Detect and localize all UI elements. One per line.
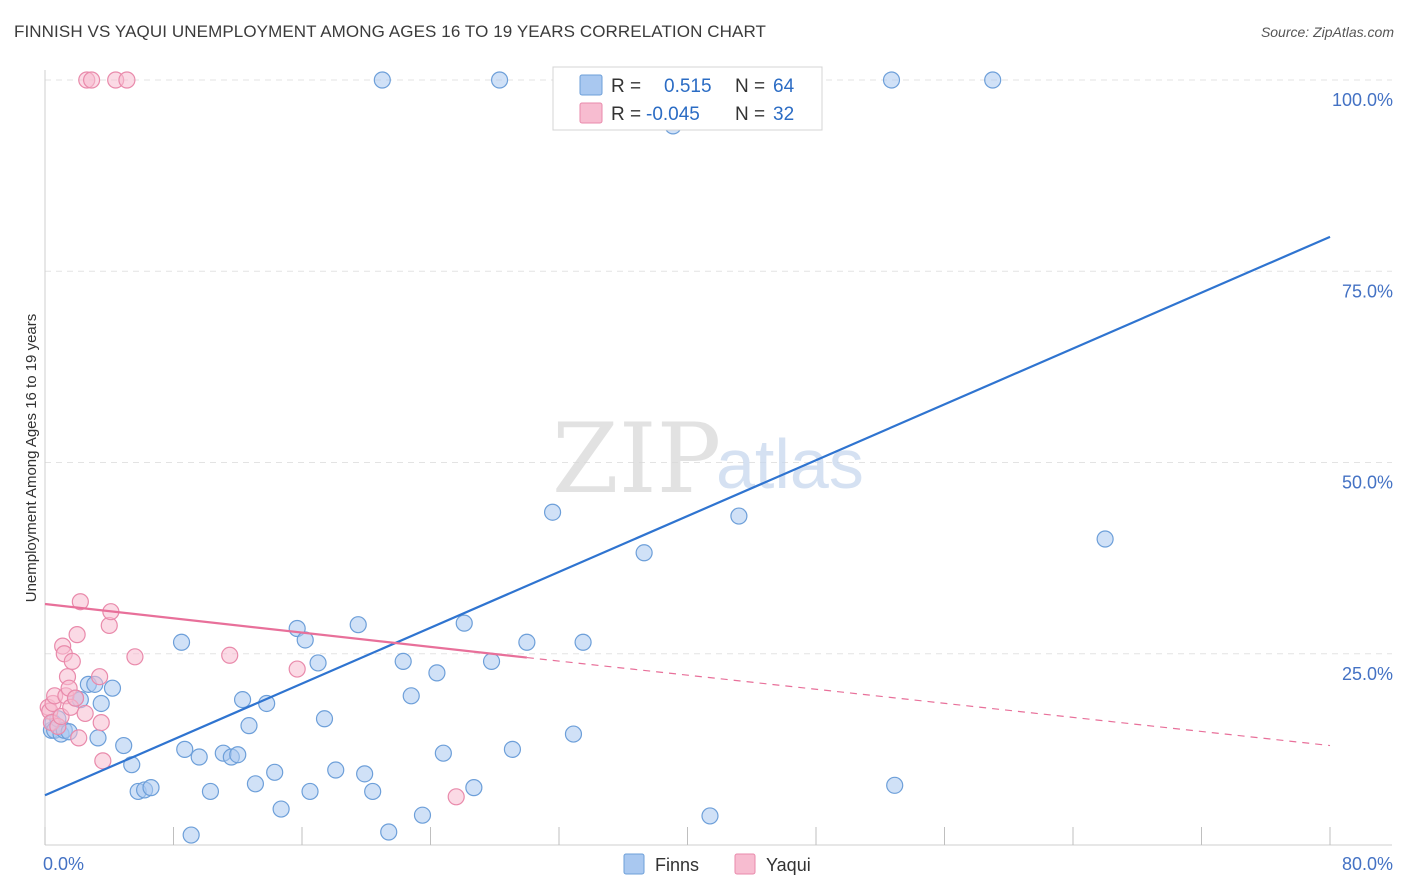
finns-point (182, 826, 200, 844)
y-tick-label: 100.0% (1332, 90, 1393, 110)
yaqui-trend-extension (526, 656, 1331, 747)
finns-point (518, 633, 536, 651)
finns-point (356, 765, 374, 783)
finns-point (730, 507, 748, 525)
finns-point (172, 633, 191, 651)
x-tick-label-max: 80.0% (1342, 854, 1393, 874)
finns-point (428, 664, 446, 682)
yaqui-point (221, 646, 239, 664)
finns-point (465, 779, 483, 797)
yaqui-point (63, 652, 81, 671)
finns-point (394, 652, 412, 671)
finns-point (176, 740, 194, 758)
yaqui-point (70, 729, 88, 747)
finns-point (1096, 530, 1114, 548)
yaqui-point (76, 704, 94, 723)
yaqui-point (126, 648, 144, 666)
bottom-legend-yaqui-label: Yaqui (766, 855, 811, 875)
x-tick-label-min: 0.0% (43, 854, 84, 874)
finns-point (455, 614, 473, 632)
grid-lines (45, 79, 1392, 655)
source-label: Source: ZipAtlas.com (1260, 24, 1394, 40)
finns-point (315, 710, 334, 728)
watermark: ZIP atlas (552, 403, 864, 515)
legend-yaqui-n-label: N = (735, 104, 765, 125)
legend-yaqui-r-label: R = (611, 104, 641, 125)
finns-point (364, 782, 382, 801)
finns-point (574, 633, 592, 651)
finns-point (115, 736, 133, 755)
finns-point (402, 687, 420, 705)
watermark-zip: ZIP (552, 403, 721, 515)
finns-point (543, 503, 562, 521)
finns-point (349, 616, 367, 634)
yaqui-point (447, 788, 465, 806)
yaqui-point (288, 660, 306, 678)
yaqui-point (71, 593, 89, 611)
legend-yaqui-r-value: -0.045 (646, 104, 700, 125)
finns-point (92, 694, 110, 713)
y-tick-labels: 25.0% 50.0% 75.0% 100.0% (1332, 90, 1393, 684)
legend-finns-r-label: R = (611, 76, 641, 97)
yaqui-trend-line (44, 602, 527, 659)
watermark-atlas: atlas (716, 425, 864, 503)
yaqui-point (92, 713, 110, 732)
legend-yaqui-n-value: 32 (773, 104, 794, 125)
bottom-legend-yaqui-swatch (734, 853, 756, 875)
yaqui-point (118, 71, 136, 89)
finns-point (373, 71, 391, 89)
legend-finns-n-label: N = (735, 76, 765, 97)
bottom-legend-finns-label: Finns (655, 855, 699, 875)
finns-point (490, 71, 509, 89)
bottom-legend: Finns Yaqui (623, 853, 811, 875)
yaqui-point (91, 668, 109, 686)
y-axis-label: Unemployment Among Ages 16 to 19 years (23, 314, 40, 603)
y-tick-label: 50.0% (1342, 473, 1393, 493)
finns-point (233, 691, 252, 709)
legend-yaqui-swatch (579, 102, 603, 124)
finns-point (413, 806, 432, 824)
trend-lines (44, 235, 1331, 797)
finns-point (272, 800, 290, 818)
yaqui-point (82, 71, 101, 89)
finns-point (142, 779, 160, 797)
finns-point (503, 740, 522, 758)
yaqui-series (39, 71, 465, 806)
yaqui-point (66, 689, 85, 707)
yaqui-point (94, 752, 112, 770)
legend-finns-swatch (579, 74, 603, 96)
finns-point (564, 725, 583, 743)
finns-point (434, 744, 452, 762)
finns-point (301, 782, 319, 801)
finns-trend-line (44, 235, 1331, 797)
finns-point (635, 544, 653, 562)
finns-point (984, 71, 1002, 89)
finns-point (190, 748, 208, 766)
finns-point (240, 717, 258, 735)
y-tick-label: 75.0% (1342, 281, 1393, 301)
legend-finns-r-value: 0.515 (664, 76, 712, 97)
finns-point (886, 776, 904, 794)
finns-point (89, 729, 107, 747)
finns-point (246, 775, 265, 793)
finns-point (882, 71, 901, 89)
bottom-legend-finns-swatch (623, 853, 645, 875)
yaqui-point (68, 626, 86, 644)
legend: R = 0.515 N = 64 R = -0.045 N = 32 (552, 66, 823, 131)
finns-point (380, 823, 398, 841)
finns-point (103, 679, 122, 697)
finns-point (701, 807, 719, 825)
x-tick-labels: 0.0% 80.0% (43, 854, 1393, 874)
finns-point (201, 782, 220, 801)
y-tick-label: 25.0% (1342, 664, 1393, 684)
finns-point (266, 763, 284, 781)
chart-title: FINNISH VS YAQUI UNEMPLOYMENT AMONG AGES… (14, 22, 767, 41)
finns-point (229, 746, 247, 764)
legend-finns-n-value: 64 (773, 76, 795, 97)
finns-point (482, 652, 501, 671)
finns-point (327, 761, 345, 779)
finns-point (309, 654, 327, 672)
